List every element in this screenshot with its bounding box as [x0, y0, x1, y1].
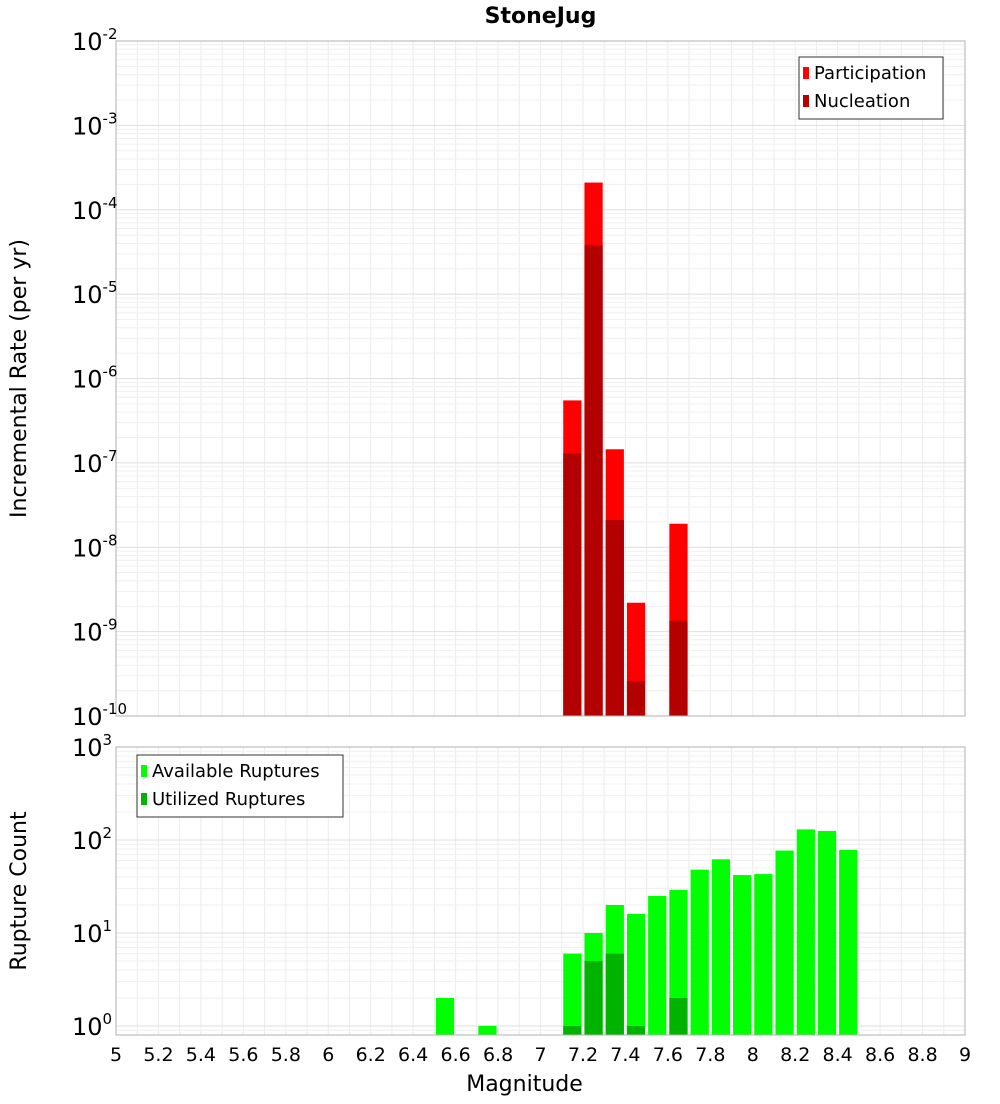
x-tick-label: 7.8	[695, 1044, 725, 1066]
x-tick-label: 6.2	[356, 1044, 386, 1066]
x-tick-label: 7	[534, 1044, 546, 1066]
bar	[435, 997, 455, 1035]
y-tick-label: 10-7	[72, 447, 118, 478]
bar	[626, 680, 646, 716]
legend-box	[136, 754, 344, 818]
plot-border	[115, 40, 966, 717]
plot-panel-1: Participation Nucleation	[115, 40, 966, 717]
bar	[626, 1025, 646, 1035]
x-tick-label: 9	[959, 1044, 971, 1066]
x-tick-label: 5.2	[143, 1044, 173, 1066]
y-tick-label: 10-8	[72, 531, 118, 562]
bar	[605, 953, 624, 1035]
x-tick-label: 8	[747, 1044, 759, 1066]
legend-swatch	[141, 765, 147, 777]
bar	[648, 895, 667, 1035]
legend-box	[798, 56, 944, 120]
bar	[584, 960, 603, 1035]
x-axis-label: Magnitude	[466, 1072, 583, 1097]
legend-swatch	[803, 67, 809, 79]
plot-border	[115, 746, 966, 1036]
legend-label: Nucleation	[814, 91, 910, 112]
bar	[690, 869, 709, 1035]
bar	[796, 829, 815, 1035]
x-tick-label: 6.6	[440, 1044, 470, 1066]
bar	[733, 875, 752, 1035]
x-tick-label: 7.2	[568, 1044, 598, 1066]
x-tick-label: 5.4	[186, 1044, 216, 1066]
bar	[775, 850, 794, 1035]
bar	[817, 830, 837, 1035]
y-tick-label: 10-3	[72, 109, 118, 140]
x-tick-label: 8.2	[780, 1044, 810, 1066]
series-available-ruptures	[435, 829, 858, 1035]
x-tick-label: 8.8	[907, 1044, 937, 1066]
x-tick-label: 8.6	[865, 1044, 895, 1066]
y-tick-label: 100	[72, 1010, 112, 1041]
bar	[584, 245, 603, 717]
legend-swatch	[141, 793, 147, 805]
legend: Participation Nucleation	[798, 56, 944, 120]
legend-label: Available Ruptures	[152, 761, 320, 782]
series-nucleation	[563, 245, 688, 717]
legend-label: Participation	[814, 63, 926, 84]
bar	[711, 859, 731, 1035]
bar	[605, 520, 624, 716]
legend-swatch	[803, 95, 809, 107]
y-tick-label: 10-9	[72, 616, 118, 647]
y-tick-label: 10-6	[72, 363, 118, 394]
x-tick-label: 6.4	[398, 1044, 428, 1066]
x-tick-label: 6.8	[483, 1044, 513, 1066]
x-tick-label: 5.8	[271, 1044, 301, 1066]
grid-lines	[115, 40, 966, 717]
chart-title: StoneJug	[485, 4, 597, 29]
legend-label: Utilized Ruptures	[152, 789, 305, 810]
x-tick-label: 6	[322, 1044, 334, 1066]
y-axis-label: Incremental Rate (per yr)	[7, 239, 32, 518]
y-tick-label: 10-5	[72, 278, 118, 309]
y-tick-label: 10-10	[72, 700, 127, 731]
bar	[626, 914, 646, 1035]
x-tick-label: 5	[110, 1044, 122, 1066]
bar	[669, 997, 688, 1035]
x-tick-label: 7.6	[653, 1044, 683, 1066]
bar	[563, 1025, 582, 1035]
plot-panel-2: Available Ruptures Utilized Ruptures	[115, 746, 966, 1036]
y-tick-label: 103	[72, 731, 112, 762]
bar	[563, 953, 582, 1035]
x-tick-label: 5.6	[228, 1044, 258, 1066]
y-tick-label: 10-2	[72, 25, 118, 56]
y-axis-label: Rupture Count	[7, 811, 32, 971]
series-utilized-ruptures	[563, 953, 688, 1035]
y-tick-label: 101	[72, 917, 112, 948]
bar	[478, 1025, 497, 1035]
bar	[563, 453, 582, 716]
x-tick-label: 8.4	[823, 1044, 853, 1066]
y-tick-label: 10-4	[72, 194, 118, 225]
bar	[754, 874, 773, 1035]
legend: Available Ruptures Utilized Ruptures	[136, 754, 344, 818]
bar	[669, 620, 688, 716]
y-tick-label: 102	[72, 824, 112, 855]
x-tick-label: 7.4	[610, 1044, 640, 1066]
bar	[839, 850, 858, 1035]
